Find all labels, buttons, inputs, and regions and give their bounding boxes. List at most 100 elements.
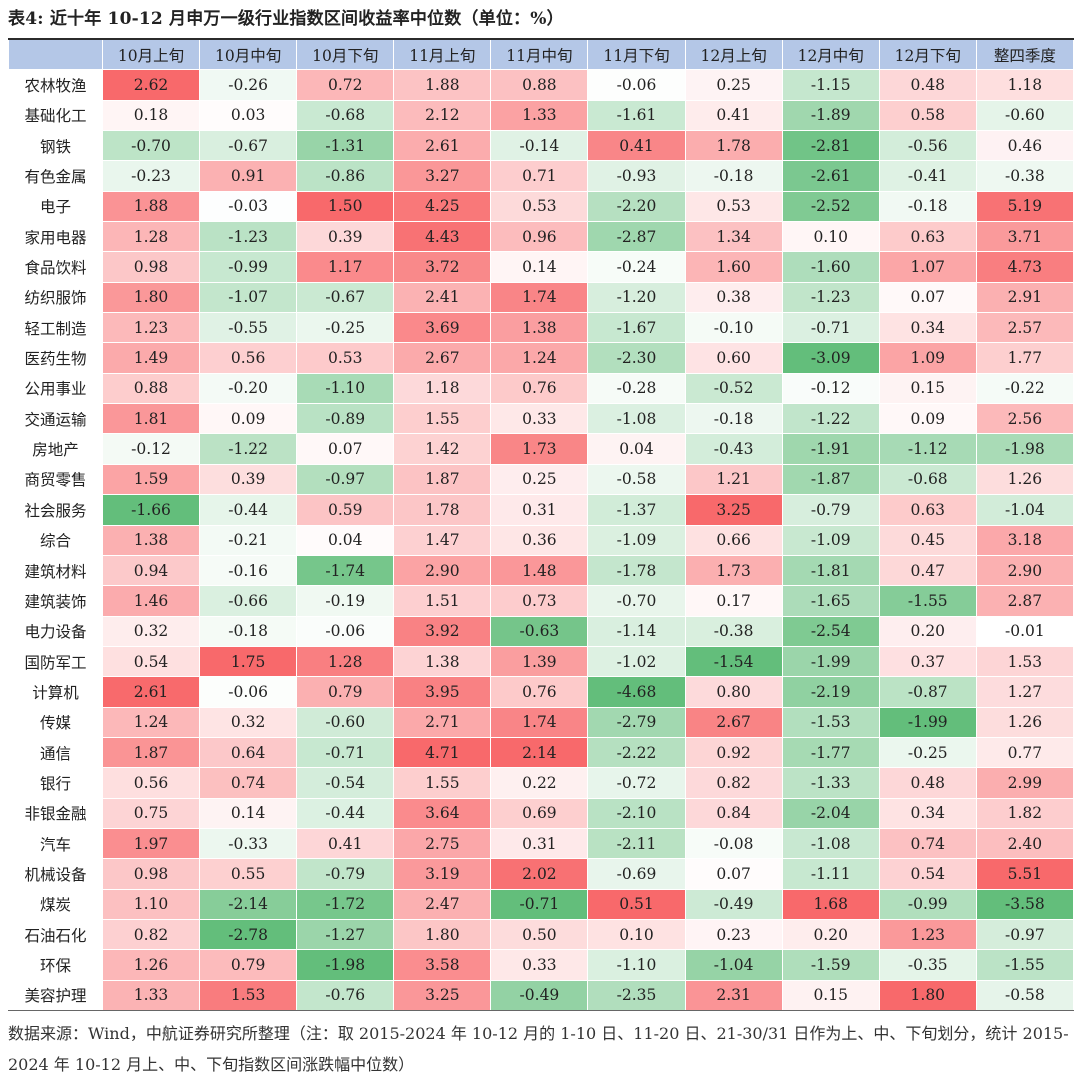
value-cell: 0.63 xyxy=(878,221,977,253)
value-cell: -0.25 xyxy=(878,736,977,769)
column-header: 10月中旬 xyxy=(199,38,298,71)
value-cell: 0.82 xyxy=(101,918,201,951)
value-cell: -0.71 xyxy=(781,312,880,344)
value-cell: -0.67 xyxy=(296,281,395,314)
value-cell: 0.03 xyxy=(199,99,298,132)
table-row: 家用电器 1.28 -1.23 0.39 4.43 0.96 -2.87 1.34 0.10 0.… xyxy=(8,221,1074,253)
value-cell: 3.58 xyxy=(393,949,492,981)
value-cell: 0.45 xyxy=(878,524,977,556)
value-cell: 2.02 xyxy=(490,858,589,890)
table-row: 医药生物 1.49 0.56 0.53 2.67 1.24 -2.30 0.60 -3.09 1.… xyxy=(8,342,1074,374)
row-header-industry: 家用电器 xyxy=(8,221,103,253)
value-cell: 0.72 xyxy=(296,69,395,101)
value-cell: -0.63 xyxy=(490,615,589,647)
value-cell: -1.61 xyxy=(587,99,686,132)
value-cell: 0.15 xyxy=(878,372,977,405)
value-cell: 1.80 xyxy=(878,979,977,1012)
value-cell: 0.15 xyxy=(781,979,880,1012)
row-header-industry: 银行 xyxy=(8,767,103,799)
value-cell: -2.11 xyxy=(587,827,686,860)
row-header-industry: 电力设备 xyxy=(8,615,103,647)
row-header-industry: 非银金融 xyxy=(8,797,103,829)
value-cell: 5.19 xyxy=(975,190,1074,223)
value-cell: 0.96 xyxy=(490,221,589,253)
value-cell: 1.51 xyxy=(393,585,492,617)
row-header-industry: 房地产 xyxy=(8,433,103,465)
value-cell: 1.60 xyxy=(684,251,783,283)
value-cell: 0.82 xyxy=(684,767,783,799)
value-cell: 1.82 xyxy=(975,797,1074,829)
value-cell: 1.38 xyxy=(490,312,589,344)
row-header-industry: 汽车 xyxy=(8,827,103,860)
table-row: 食品饮料 0.98 -0.99 1.17 3.72 0.14 -0.24 1.60 -1.60 1… xyxy=(8,251,1074,283)
value-cell: -0.97 xyxy=(296,463,395,496)
value-cell: -0.54 xyxy=(296,767,395,799)
value-cell: -1.22 xyxy=(199,433,298,465)
value-cell: 1.24 xyxy=(101,706,201,738)
value-cell: -0.68 xyxy=(296,99,395,132)
value-cell: 1.78 xyxy=(684,130,783,162)
value-cell: 1.88 xyxy=(101,190,201,223)
value-cell: -1.02 xyxy=(587,645,686,678)
row-header-industry: 电子 xyxy=(8,190,103,223)
value-cell: 0.14 xyxy=(199,797,298,829)
value-cell: 2.40 xyxy=(975,827,1074,860)
value-cell: 1.74 xyxy=(490,281,589,314)
value-cell: 0.10 xyxy=(781,221,880,253)
value-cell: -1.09 xyxy=(587,524,686,556)
value-cell: 2.75 xyxy=(393,827,492,860)
value-cell: 0.48 xyxy=(878,69,977,101)
value-cell: 1.23 xyxy=(101,312,201,344)
value-cell: 0.76 xyxy=(490,676,589,708)
value-cell: -1.22 xyxy=(781,403,880,435)
value-cell: 3.64 xyxy=(393,797,492,829)
table-row: 交通运输 1.81 0.09 -0.89 1.55 0.33 -1.08 -0.18 -1.22… xyxy=(8,403,1074,435)
table-row: 综合 1.38 -0.21 0.04 1.47 0.36 -1.09 0.66 -1.09 0.4… xyxy=(8,524,1074,556)
value-cell: 0.51 xyxy=(587,888,686,920)
table-row: 基础化工 0.18 0.03 -0.68 2.12 1.33 -1.61 0.41 -1.89 0… xyxy=(8,99,1074,132)
row-header-industry: 纺织服饰 xyxy=(8,281,103,314)
value-cell: 1.88 xyxy=(393,69,492,101)
column-header: 整四季度 xyxy=(975,38,1074,71)
value-cell: -2.30 xyxy=(587,342,686,374)
value-cell: 0.74 xyxy=(199,767,298,799)
value-cell: -0.58 xyxy=(587,463,686,496)
value-cell: -1.99 xyxy=(781,645,880,678)
value-cell: 1.48 xyxy=(490,554,589,587)
value-cell: -1.09 xyxy=(781,524,880,556)
row-header-industry: 医药生物 xyxy=(8,342,103,374)
value-cell: 1.78 xyxy=(393,494,492,526)
value-cell: -0.14 xyxy=(490,130,589,162)
value-cell: 0.41 xyxy=(587,130,686,162)
value-cell: 0.04 xyxy=(296,524,395,556)
value-cell: 0.88 xyxy=(101,372,201,405)
value-cell: 2.67 xyxy=(684,706,783,738)
value-cell: 1.28 xyxy=(296,645,395,678)
value-cell: 0.48 xyxy=(878,767,977,799)
corner-header-cell xyxy=(8,38,103,71)
row-header-industry: 食品饮料 xyxy=(8,251,103,283)
value-cell: -0.70 xyxy=(101,130,201,162)
value-cell: 0.77 xyxy=(975,736,1074,769)
value-cell: 3.72 xyxy=(393,251,492,283)
value-cell: 0.92 xyxy=(684,736,783,769)
value-cell: 1.23 xyxy=(878,918,977,951)
value-cell: 0.59 xyxy=(296,494,395,526)
value-cell: -1.87 xyxy=(781,463,880,496)
value-cell: 1.24 xyxy=(490,342,589,374)
value-cell: 0.38 xyxy=(684,281,783,314)
value-cell: 4.73 xyxy=(975,251,1074,283)
value-cell: -0.86 xyxy=(296,160,395,192)
value-cell: -1.37 xyxy=(587,494,686,526)
value-cell: 4.43 xyxy=(393,221,492,253)
value-cell: 2.90 xyxy=(393,554,492,587)
value-cell: 0.39 xyxy=(199,463,298,496)
value-cell: 0.07 xyxy=(296,433,395,465)
table-row: 商贸零售 1.59 0.39 -0.97 1.87 0.25 -0.58 1.21 -1.87-… xyxy=(8,463,1074,496)
value-cell: 2.71 xyxy=(393,706,492,738)
value-cell: 0.69 xyxy=(490,797,589,829)
value-cell: -0.38 xyxy=(684,615,783,647)
value-cell: -0.58 xyxy=(975,979,1074,1012)
table-row: 轻工制造 1.23 -0.55 -0.25 3.69 1.38 -1.67 -0.10 -0.7… xyxy=(8,312,1074,344)
value-cell: 0.36 xyxy=(490,524,589,556)
